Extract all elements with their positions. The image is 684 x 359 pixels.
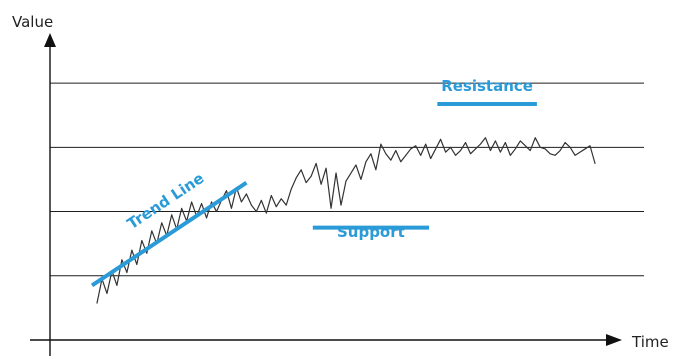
annotation-line-0 — [90, 180, 248, 288]
price-series-line-0 — [96, 137, 596, 304]
x-axis-arrow-icon — [606, 334, 622, 346]
x-axis-label: Time — [631, 333, 669, 351]
y-axis-label: Value — [12, 13, 53, 31]
y-axis-arrow-icon — [44, 33, 56, 47]
annotation-label-1: Support — [337, 223, 405, 241]
annotation-label-0: Trend Line — [124, 169, 208, 233]
annotation-label-2: Resistance — [441, 77, 533, 95]
